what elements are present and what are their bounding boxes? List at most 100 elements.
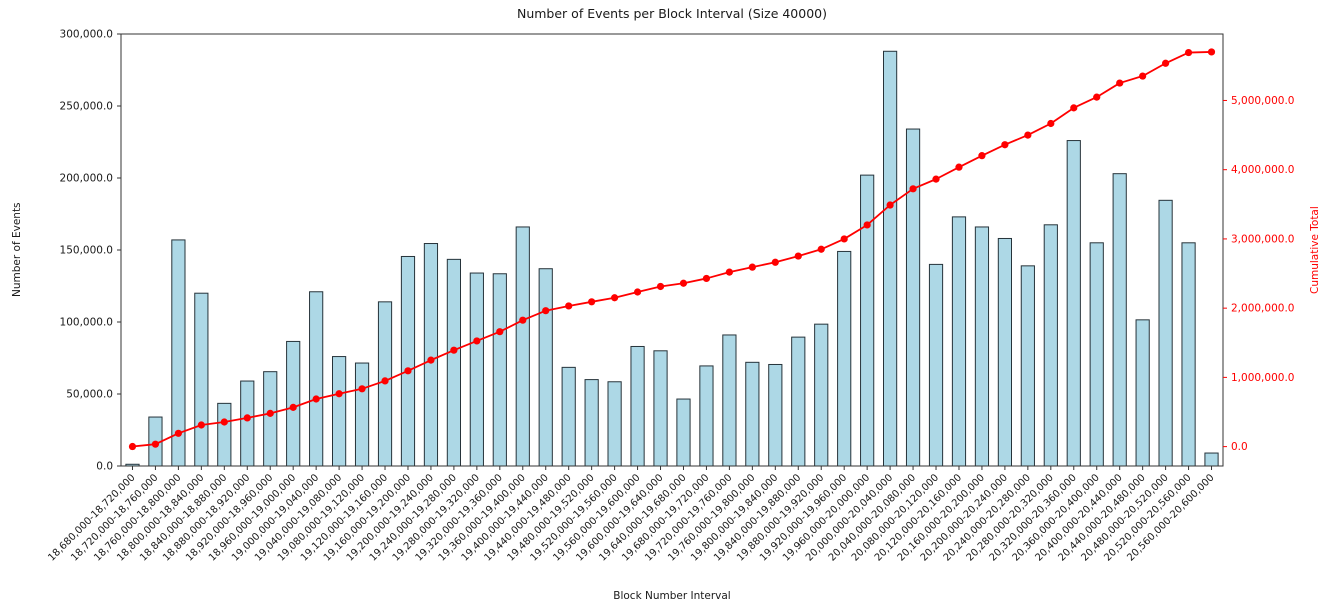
bar — [791, 336, 806, 467]
y-axis-left-ticks: 0.0 50,000.0 100,000.0 150,000.0 200,000.0 25… — [60, 29, 121, 473]
bar — [883, 50, 898, 467]
bar — [951, 216, 967, 467]
bar — [1204, 452, 1219, 467]
y-tick-label-left: 250,000.0 — [60, 101, 113, 113]
y-tick-label-right: 0.0 — [1231, 441, 1248, 453]
cumulative-point — [450, 346, 458, 354]
bar — [745, 361, 760, 467]
cumulative-point — [542, 307, 550, 315]
bar — [1181, 242, 1196, 467]
cumulative-point — [496, 328, 504, 336]
cumulative-point — [656, 282, 665, 291]
cumulative-point — [1116, 79, 1124, 87]
cumulative-point — [1207, 48, 1216, 56]
bar — [584, 379, 599, 467]
bar — [1112, 173, 1127, 467]
bar — [469, 272, 484, 467]
x-axis-label: Block Number Interval — [613, 590, 731, 602]
bars-group — [125, 50, 1219, 467]
cumulative-point — [702, 274, 711, 283]
bar — [653, 350, 668, 467]
cumulative-point — [1139, 72, 1147, 80]
cumulative-point — [174, 429, 182, 437]
cumulative-line — [132, 51, 1212, 448]
cumulative-point — [266, 409, 274, 417]
x-axis-ticks: 18,680,000-18,720,00018,720,000-18,760,0… — [46, 466, 1217, 564]
y-tick-label-right: 3,000,000.0 — [1231, 233, 1294, 245]
bar — [240, 380, 255, 467]
bar — [905, 128, 921, 467]
y-tick-label-left: 50,000.0 — [66, 389, 113, 401]
bar — [354, 362, 370, 467]
cumulative-point — [886, 201, 894, 209]
bar — [722, 334, 737, 467]
bar — [1135, 319, 1150, 467]
y-tick-label-left: 100,000.0 — [60, 317, 113, 329]
cumulative-point — [725, 268, 734, 276]
bar — [1066, 140, 1081, 467]
bar — [974, 226, 990, 467]
cumulative-point — [358, 385, 366, 393]
bar — [561, 366, 576, 467]
bar — [630, 345, 645, 467]
bar — [1043, 224, 1058, 467]
cumulative-point — [817, 245, 825, 253]
bar — [446, 258, 461, 467]
cumulative-point — [404, 367, 412, 375]
bar — [263, 371, 278, 467]
bar — [1158, 199, 1173, 467]
cumulative-point — [932, 175, 940, 183]
cumulative-point — [588, 298, 596, 306]
bar — [515, 226, 530, 467]
cumulative-point — [473, 337, 481, 345]
cumulative-point — [863, 221, 871, 229]
cumulative-point — [679, 279, 688, 287]
cumulative-point — [197, 421, 205, 429]
bar — [538, 268, 553, 467]
cumulative-point — [611, 294, 619, 302]
y-axis-right-ticks: 0.0 1,000,000.0 2,000,000.0 3,000,000.0 4,00… — [1223, 95, 1294, 453]
y-tick-label-left: 200,000.0 — [60, 173, 113, 185]
cumulative-point — [1093, 93, 1101, 101]
cumulative-point — [381, 377, 389, 385]
y-tick-label-right: 1,000,000.0 — [1231, 372, 1294, 384]
bar — [423, 243, 439, 467]
chart-title: Number of Events per Block Interval (Siz… — [516, 6, 828, 21]
bar — [309, 291, 324, 467]
cumulative-point — [312, 395, 320, 403]
cumulative-point — [1070, 104, 1078, 112]
bar — [928, 263, 944, 467]
y-tick-label-left: 300,000.0 — [60, 29, 113, 41]
bar — [492, 273, 507, 467]
cumulative-point — [909, 185, 917, 193]
bar — [607, 381, 622, 467]
cumulative-point — [955, 163, 963, 171]
y-tick-label-left: 0.0 — [96, 461, 113, 473]
cumulative-point — [1024, 131, 1032, 139]
y-tick-label-right: 5,000,000.0 — [1231, 95, 1294, 107]
bar — [768, 363, 783, 467]
cumulative-markers — [128, 48, 1216, 451]
cumulative-point — [840, 235, 848, 243]
cumulative-point — [771, 258, 779, 266]
bar — [194, 292, 209, 467]
bar — [400, 255, 416, 467]
bar — [1020, 265, 1035, 467]
cumulative-point — [1047, 119, 1055, 128]
bar — [286, 340, 301, 467]
bar — [814, 323, 829, 467]
cumulative-point — [220, 418, 228, 426]
cumulative-point — [633, 288, 642, 296]
cumulative-point — [151, 440, 160, 448]
cumulative-point — [565, 302, 573, 310]
bar — [997, 237, 1012, 467]
cumulative-point — [289, 403, 297, 411]
cumulative-point — [243, 414, 251, 422]
bar — [676, 398, 691, 467]
cumulative-point — [978, 152, 986, 160]
bar — [860, 174, 875, 467]
cumulative-point — [519, 316, 527, 324]
bar — [699, 365, 714, 467]
